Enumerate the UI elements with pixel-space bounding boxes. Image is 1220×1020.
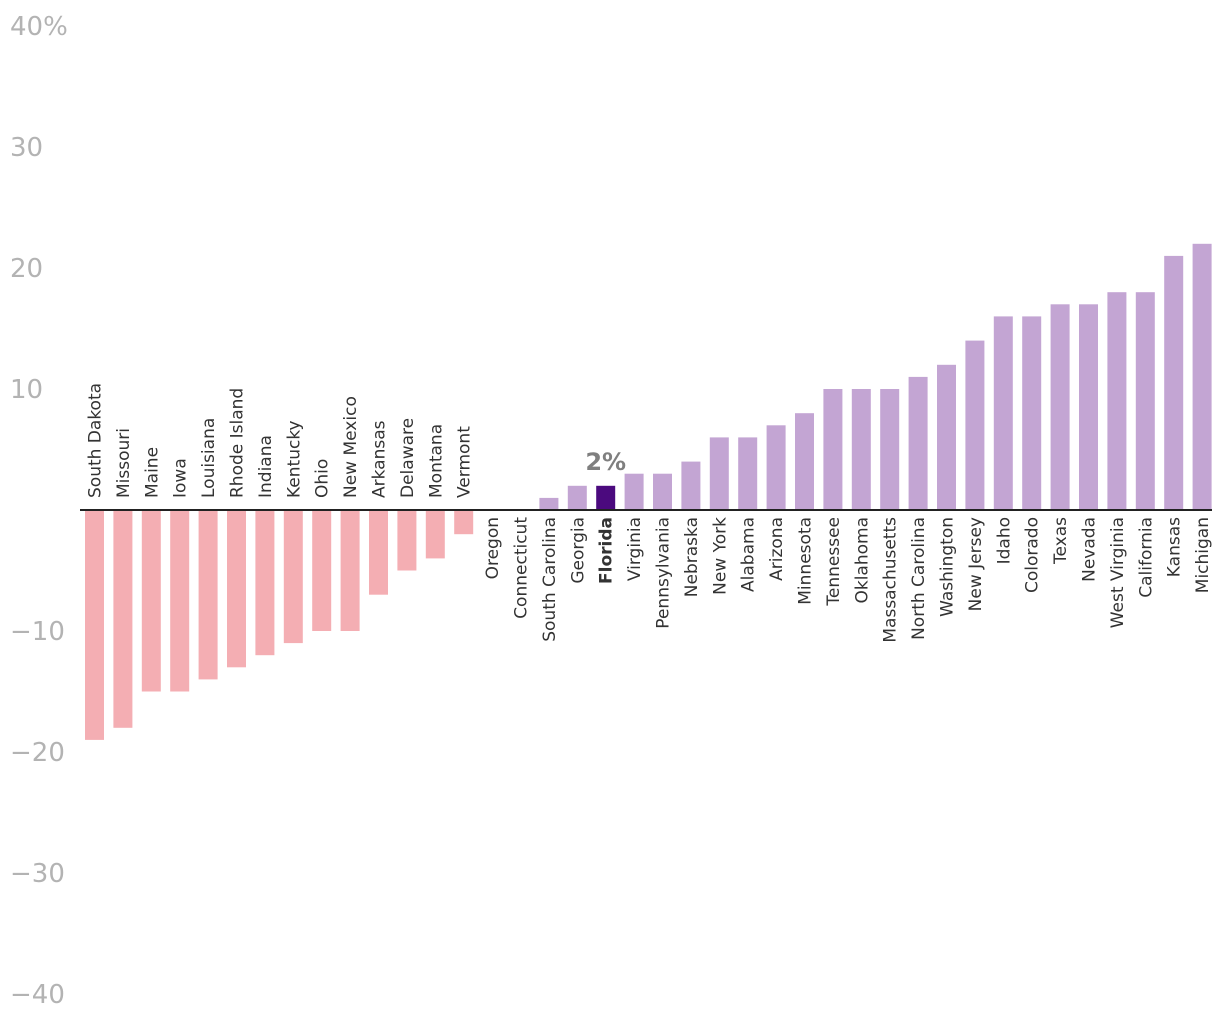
- category-label-arizona: Arizona: [767, 517, 787, 581]
- bar-washington: [937, 364, 956, 510]
- category-label-colorado: Colorado: [1023, 517, 1043, 593]
- category-label-west-virginia: West Virginia: [1108, 517, 1128, 628]
- bar-louisiana: [198, 510, 218, 680]
- category-label-ohio: Ohio: [313, 459, 333, 498]
- category-label-california: California: [1136, 517, 1156, 598]
- category-label-kansas: Kansas: [1165, 517, 1185, 577]
- bar-arizona: [766, 425, 786, 510]
- category-label-rhode-island: Rhode Island: [228, 388, 248, 498]
- category-label-florida: Florida: [597, 517, 617, 584]
- category-label-idaho: Idaho: [994, 517, 1014, 564]
- bar-alabama: [738, 437, 758, 510]
- y-tick-label-30: 30: [10, 133, 43, 163]
- bar-kansas: [1164, 255, 1184, 510]
- category-label-kentucky: Kentucky: [284, 420, 304, 498]
- y-tick-label--20: −20: [10, 738, 65, 768]
- category-label-virginia: Virginia: [625, 517, 645, 581]
- bar-rhode-island: [227, 510, 246, 668]
- category-label-nebraska: Nebraska: [682, 517, 702, 597]
- bar-virginia: [624, 473, 644, 510]
- category-label-iowa: Iowa: [171, 458, 191, 498]
- bar-idaho: [993, 316, 1013, 510]
- category-label-new-york: New York: [710, 517, 730, 595]
- category-label-missouri: Missouri: [114, 428, 134, 498]
- category-label-indiana: Indiana: [256, 435, 276, 498]
- category-label-delaware: Delaware: [398, 418, 418, 498]
- bar-indiana: [255, 510, 275, 656]
- bar-vermont: [454, 510, 474, 535]
- category-label-minnesota: Minnesota: [796, 517, 816, 605]
- bar-georgia: [567, 485, 587, 510]
- y-tick-label--10: −10: [10, 617, 65, 647]
- bar-west-virginia: [1107, 292, 1127, 510]
- category-label-new-jersey: New Jersey: [966, 517, 986, 611]
- y-axis: 40% 30 20 10 −10 −20 −30 −40: [10, 12, 68, 1010]
- category-label-north-carolina: North Carolina: [909, 517, 929, 640]
- y-tick-label-20: 20: [10, 254, 43, 284]
- bars: [85, 243, 1212, 740]
- category-label-montana: Montana: [426, 424, 446, 498]
- category-label-vermont: Vermont: [455, 426, 475, 498]
- bar-new-jersey: [965, 340, 985, 510]
- bar-texas: [1050, 304, 1070, 510]
- category-label-washington: Washington: [938, 517, 958, 617]
- category-label-new-mexico: New Mexico: [341, 396, 361, 498]
- bar-north-carolina: [908, 376, 928, 510]
- bar-south-dakota: [85, 510, 104, 740]
- bar-missouri: [113, 510, 133, 728]
- y-tick-label--40: −40: [10, 980, 65, 1010]
- bar-california: [1135, 292, 1155, 510]
- category-labels: South Dakota Missouri Maine Iowa Louisiana Rh…: [86, 383, 1214, 643]
- category-label-pennsylvania: Pennsylvania: [654, 517, 674, 629]
- bar-new-york: [709, 437, 729, 510]
- bar-florida: [596, 485, 616, 510]
- bar-maine: [141, 510, 161, 692]
- y-tick-label--30: −30: [10, 859, 65, 889]
- bar-colorado: [1022, 316, 1042, 510]
- category-label-south-carolina: South Carolina: [540, 517, 560, 642]
- category-label-connecticut: Connecticut: [512, 517, 532, 619]
- y-tick-label-40: 40%: [10, 12, 68, 42]
- bar-iowa: [170, 510, 190, 692]
- bar-nevada: [1079, 304, 1098, 510]
- bar-montana: [425, 510, 445, 559]
- bar-tennessee: [823, 389, 843, 510]
- bar-ohio: [312, 510, 332, 631]
- bar-pennsylvania: [653, 473, 672, 510]
- bar-minnesota: [795, 413, 814, 510]
- bar-oklahoma: [851, 389, 871, 510]
- category-label-georgia: Georgia: [568, 517, 588, 584]
- category-label-south-dakota: South Dakota: [86, 383, 106, 498]
- category-label-tennessee: Tennessee: [824, 517, 844, 607]
- bar-massachusetts: [880, 389, 900, 510]
- category-label-texas: Texas: [1051, 517, 1071, 565]
- bar-nebraska: [681, 461, 701, 510]
- bar-delaware: [397, 510, 417, 571]
- category-label-nevada: Nevada: [1080, 517, 1100, 582]
- florida-data-label: 2%: [585, 448, 626, 476]
- bar-kentucky: [283, 510, 303, 644]
- y-tick-label-10: 10: [10, 375, 43, 405]
- category-label-louisiana: Louisiana: [199, 418, 219, 498]
- category-label-michigan: Michigan: [1193, 517, 1213, 593]
- bar-michigan: [1192, 243, 1212, 511]
- bar-south-carolina: [539, 497, 559, 510]
- category-label-massachusetts: Massachusetts: [881, 517, 901, 643]
- category-label-maine: Maine: [142, 447, 162, 498]
- category-label-oklahoma: Oklahoma: [852, 517, 872, 604]
- category-label-alabama: Alabama: [739, 517, 759, 592]
- category-label-arkansas: Arkansas: [370, 420, 390, 498]
- bar-arkansas: [369, 510, 388, 595]
- bar-new-mexico: [340, 510, 360, 631]
- category-label-oregon: Oregon: [483, 517, 503, 579]
